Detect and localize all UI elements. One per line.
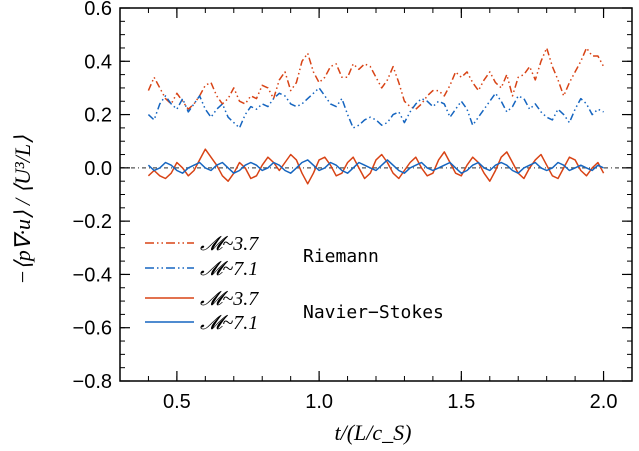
y-tick-label: −0.4 [73,264,112,286]
legend-group-navier-stokes: Navier−Stokes [303,302,444,323]
axes-layer: 0.5 1.0 1.5 2.0 −0.8 −0.6 −0.4 −0.2 0.0 0.2 0.4 0.6 [73,0,633,413]
series-line-0 [147,47,605,110]
y-tick-label: −0.2 [73,211,112,233]
y-tick-label: 0.2 [84,105,112,127]
y-tick-label: −0.6 [73,318,112,340]
y-axis-label: −⟨p∇·u⟩ / ⟨U³/L⟩ [10,135,35,285]
series-line-2 [147,148,605,185]
legend-group-riemann: Riemann [303,246,379,267]
series-line-3 [147,159,604,174]
legend-label-riemann-m37: 𝓜~3.7 [200,233,259,255]
y-tick-label: −0.8 [73,371,112,393]
x-tick-label: 1.5 [447,391,475,413]
legend: 𝓜~3.7 𝓜~7.1 Riemann 𝓜~3.7 𝓜~7.1 Navier−S… [145,233,444,334]
series-layer [147,47,605,185]
legend-label-ns-m37: 𝓜~3.7 [200,288,259,310]
x-tick-label: 0.5 [163,391,191,413]
x-tick-label: 1.0 [305,391,333,413]
legend-label-ns-m71: 𝓜~7.1 [200,312,258,334]
x-axis-label: t/(L/c_S) [335,420,412,445]
legend-label-riemann-m71: 𝓜~7.1 [200,258,258,280]
y-tick-label: 0.6 [84,0,112,20]
y-tick-label: 0.0 [84,158,112,180]
x-tick-label: 2.0 [590,391,618,413]
y-tick-label: 0.4 [84,51,112,73]
